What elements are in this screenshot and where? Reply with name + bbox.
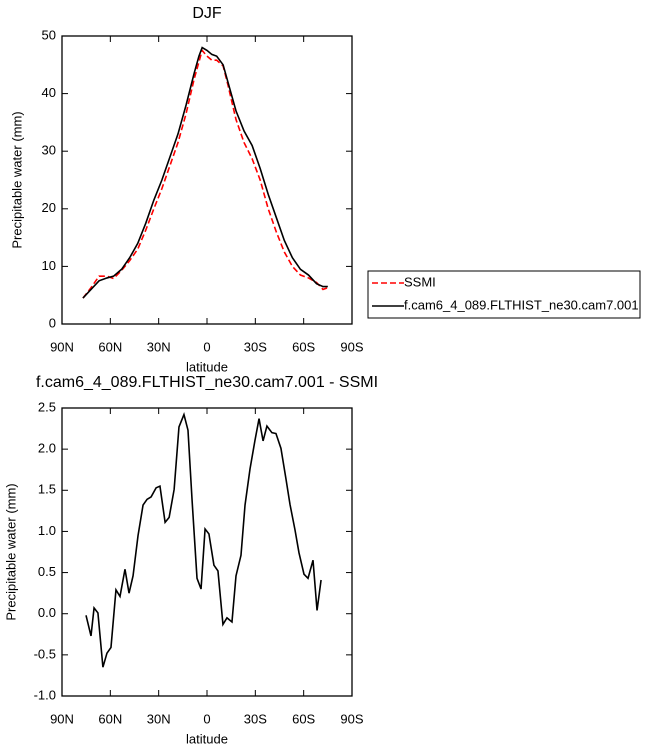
y-tick-label: 2.0	[38, 441, 56, 456]
y-tick-label: 1.5	[38, 482, 56, 497]
x-tick-label: 30N	[147, 711, 171, 726]
x-tick-label: 60N	[98, 711, 122, 726]
y-tick-label: 20	[42, 200, 56, 215]
data-line	[82, 48, 329, 299]
x-tick-label: 0	[203, 711, 210, 726]
legend-label: SSMI	[404, 274, 436, 289]
y-tick-label: 40	[42, 85, 56, 100]
y-tick-label: 10	[42, 258, 56, 273]
y-tick-label: 2.5	[38, 399, 56, 414]
data-line	[82, 46, 328, 299]
plot-frame	[61, 407, 353, 697]
y-tick-label: 1.0	[38, 523, 56, 538]
chart-title: DJF	[192, 5, 222, 22]
x-tick-label: 90N	[50, 339, 74, 354]
y-tick-label: 50	[42, 27, 56, 42]
y-tick-label: 0	[49, 315, 56, 330]
plot-frame	[61, 35, 353, 325]
data-line	[85, 412, 322, 668]
y-axis-label: Precipitable water (mm)	[9, 111, 24, 248]
y-tick-label: 30	[42, 143, 56, 158]
y-tick-label: -1.0	[34, 687, 56, 702]
y-tick-label: 0.0	[38, 605, 56, 620]
x-tick-label: 0	[203, 339, 210, 354]
legend: SSMI f.cam6_4_089.FLTHIST_ne30.cam7.001	[367, 270, 641, 319]
x-axis-label: latitude	[186, 359, 228, 374]
x-tick-label: 90N	[50, 711, 74, 726]
legend-label: f.cam6_4_089.FLTHIST_ne30.cam7.001	[404, 297, 639, 312]
y-axis-label: Precipitable water (mm)	[3, 483, 18, 620]
x-tick-label: 30N	[147, 339, 171, 354]
x-tick-label: 30S	[244, 711, 267, 726]
x-tick-label: 90S	[340, 339, 363, 354]
x-tick-label: 90S	[340, 711, 363, 726]
x-axis-label: latitude	[186, 731, 228, 746]
x-tick-label: 60N	[98, 339, 122, 354]
x-tick-label: 30S	[244, 339, 267, 354]
legend-box	[367, 270, 641, 319]
y-tick-label: 0.5	[38, 564, 56, 579]
y-tick-label: -0.5	[34, 646, 56, 661]
chart-title: f.cam6_4_089.FLTHIST_ne30.cam7.001 - SSM…	[36, 374, 378, 391]
x-tick-label: 60S	[292, 339, 315, 354]
x-tick-label: 60S	[292, 711, 315, 726]
